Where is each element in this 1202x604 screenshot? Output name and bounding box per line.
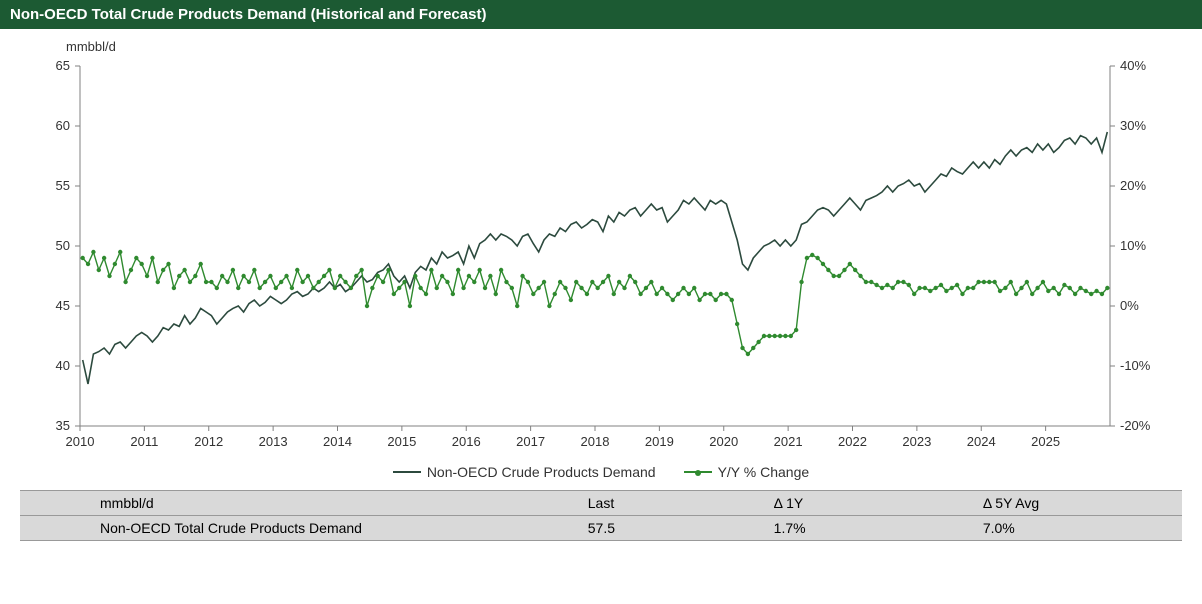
svg-text:2025: 2025 xyxy=(1031,434,1060,449)
table-cell: 7.0% xyxy=(973,516,1182,541)
legend-label: Non-OECD Crude Products Demand xyxy=(427,464,656,480)
chart-area: mmbbl/d 35 40 45 50 55 60 65 -20% -10% 0% 10% 20% 30… xyxy=(0,29,1202,490)
chart-title: Non-OECD Total Crude Products Demand (Hi… xyxy=(10,6,486,23)
legend-swatch xyxy=(684,471,712,473)
legend: Non-OECD Crude Products Demand Y/Y % Chan… xyxy=(20,456,1182,490)
svg-text:2021: 2021 xyxy=(774,434,803,449)
y-left-unit: mmbbl/d xyxy=(66,39,1182,54)
svg-text:50: 50 xyxy=(56,238,70,253)
summary-table: mmbbl/d Last Δ 1Y Δ 5Y Avg Non-OECD Tota… xyxy=(20,490,1182,541)
svg-text:-10%: -10% xyxy=(1120,358,1151,373)
table-cell: Non-OECD Total Crude Products Demand xyxy=(20,516,578,541)
chart-title-bar: Non-OECD Total Crude Products Demand (Hi… xyxy=(0,0,1202,29)
table-header-row: mmbbl/d Last Δ 1Y Δ 5Y Avg xyxy=(20,491,1182,516)
svg-text:40: 40 xyxy=(56,358,70,373)
legend-item: Non-OECD Crude Products Demand xyxy=(393,464,656,480)
svg-text:2024: 2024 xyxy=(967,434,996,449)
svg-text:-20%: -20% xyxy=(1120,418,1151,433)
col-label: mmbbl/d xyxy=(20,491,578,516)
chart-svg: 35 40 45 50 55 60 65 -20% -10% 0% 10% 20% 30% 40% 2010… xyxy=(20,56,1180,456)
svg-text:35: 35 xyxy=(56,418,70,433)
svg-text:45: 45 xyxy=(56,298,70,313)
svg-text:0%: 0% xyxy=(1120,298,1139,313)
svg-text:40%: 40% xyxy=(1120,58,1146,73)
col-1y: Δ 1Y xyxy=(764,491,973,516)
svg-text:30%: 30% xyxy=(1120,118,1146,133)
legend-item: Y/Y % Change xyxy=(684,464,810,480)
svg-text:2019: 2019 xyxy=(645,434,674,449)
table-row: Non-OECD Total Crude Products Demand57.5… xyxy=(20,516,1182,541)
table-cell: 1.7% xyxy=(764,516,973,541)
svg-text:2012: 2012 xyxy=(194,434,223,449)
svg-text:10%: 10% xyxy=(1120,238,1146,253)
legend-swatch xyxy=(393,471,421,473)
svg-text:20%: 20% xyxy=(1120,178,1146,193)
svg-text:2020: 2020 xyxy=(709,434,738,449)
svg-text:2023: 2023 xyxy=(902,434,931,449)
col-5y: Δ 5Y Avg xyxy=(973,491,1182,516)
svg-text:2013: 2013 xyxy=(259,434,288,449)
table-cell: 57.5 xyxy=(578,516,764,541)
svg-text:2018: 2018 xyxy=(581,434,610,449)
col-last: Last xyxy=(578,491,764,516)
svg-text:2017: 2017 xyxy=(516,434,545,449)
svg-text:2022: 2022 xyxy=(838,434,867,449)
svg-text:65: 65 xyxy=(56,58,70,73)
svg-text:55: 55 xyxy=(56,178,70,193)
svg-text:2014: 2014 xyxy=(323,434,352,449)
svg-text:2015: 2015 xyxy=(387,434,416,449)
svg-text:2016: 2016 xyxy=(452,434,481,449)
legend-label: Y/Y % Change xyxy=(718,464,810,480)
svg-text:60: 60 xyxy=(56,118,70,133)
svg-text:2010: 2010 xyxy=(66,434,95,449)
svg-text:2011: 2011 xyxy=(130,434,158,449)
